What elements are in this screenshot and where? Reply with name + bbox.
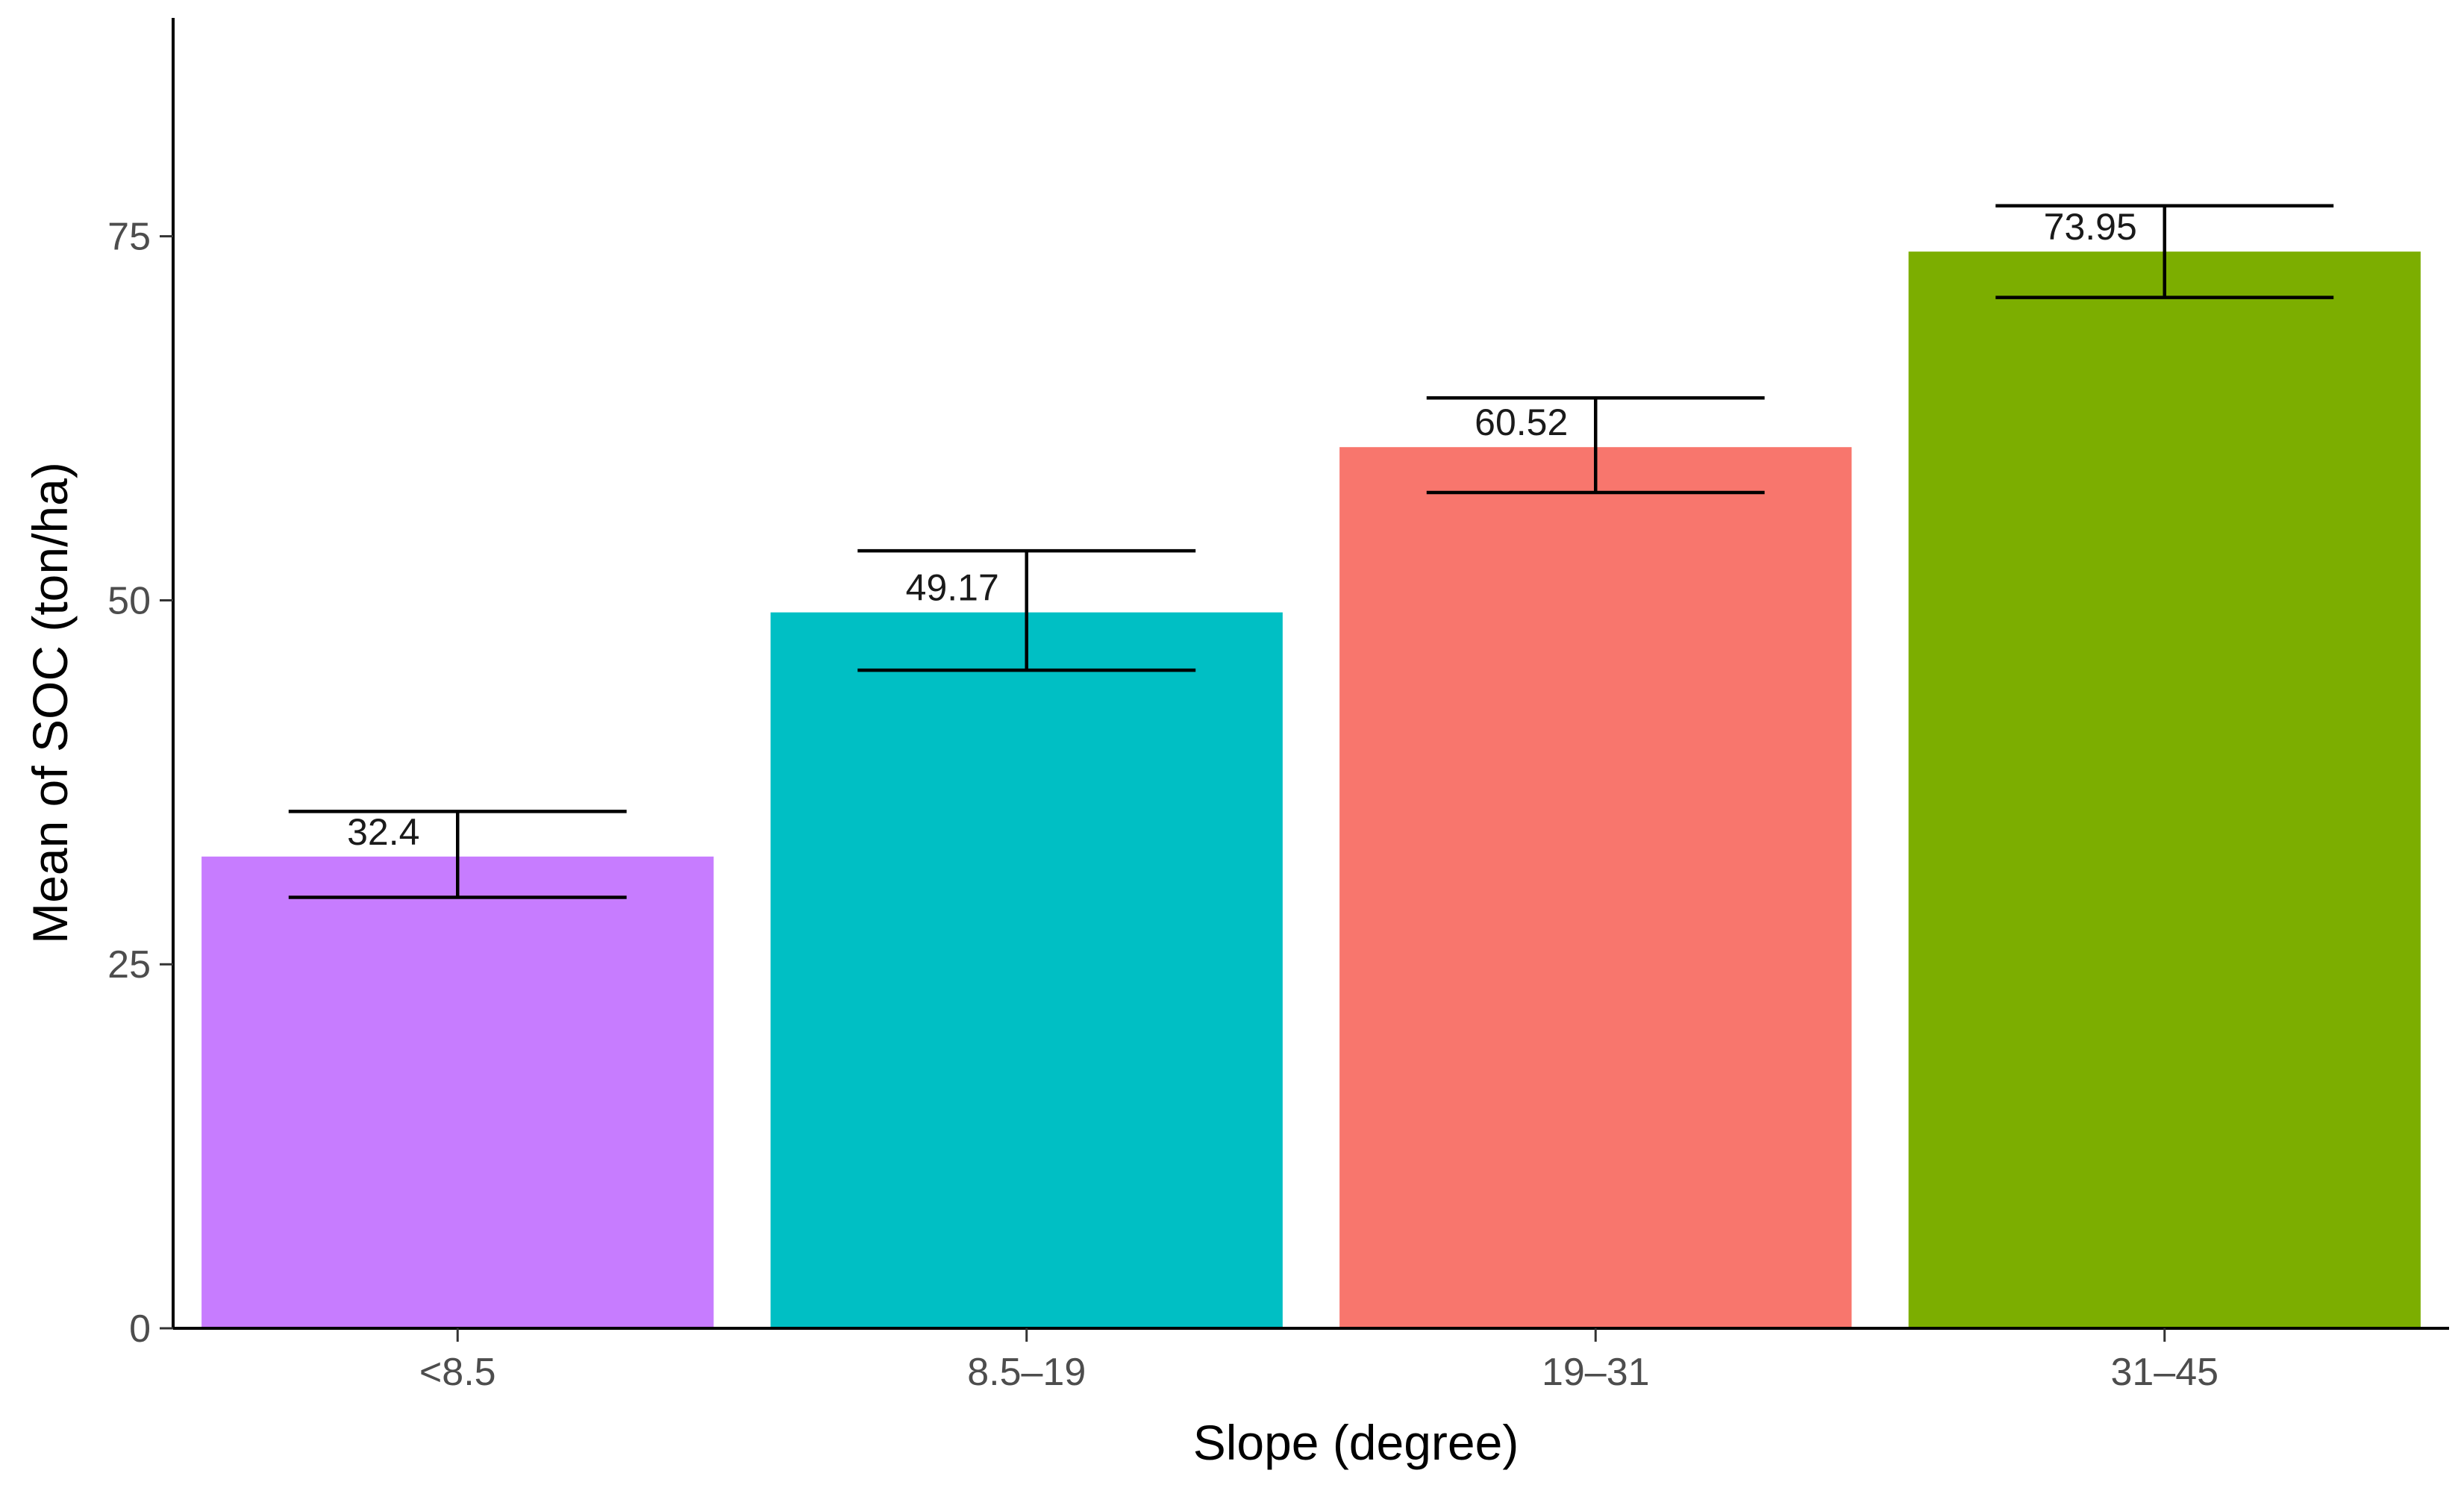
- data-label-3: 60.52: [1475, 401, 1568, 443]
- bar-2: [770, 612, 1283, 1328]
- bar-1: [201, 856, 714, 1328]
- y-axis-ticks: 0 25 50 75: [107, 216, 173, 1351]
- data-labels-layer: 32.4 49.17 60.52 73.95: [347, 206, 2137, 853]
- x-tick-label-2: 8.5–19: [967, 1351, 1086, 1394]
- x-axis-ticks: <8.5 8.5–19 19–31 31–45: [419, 1328, 2218, 1394]
- y-tick-label-1: 0: [129, 1307, 151, 1351]
- error-bar-4: [1995, 204, 2334, 299]
- y-tick-label-2: 25: [107, 943, 151, 987]
- x-tick-label-4: 31–45: [2110, 1351, 2218, 1394]
- y-axis-title: Mean of SOC (ton/ha): [22, 462, 78, 944]
- x-tick-label-3: 19–31: [1542, 1351, 1650, 1394]
- data-label-4: 73.95: [2044, 206, 2137, 248]
- x-tick-label-1: <8.5: [419, 1351, 496, 1394]
- data-label-2: 49.17: [906, 567, 999, 609]
- error-bar-1: [288, 810, 627, 899]
- bar-4: [1908, 251, 2421, 1328]
- error-bar-3: [1426, 396, 1765, 495]
- x-axis-title: Slope (degree): [1193, 1415, 1519, 1470]
- error-bar-2: [857, 548, 1196, 672]
- bars-layer: [201, 251, 2421, 1329]
- bar-3: [1339, 447, 1852, 1329]
- y-tick-label-3: 50: [107, 579, 151, 622]
- error-bars-layer: [288, 204, 2334, 899]
- y-tick-label-4: 75: [107, 216, 151, 259]
- data-label-1: 32.4: [347, 811, 419, 853]
